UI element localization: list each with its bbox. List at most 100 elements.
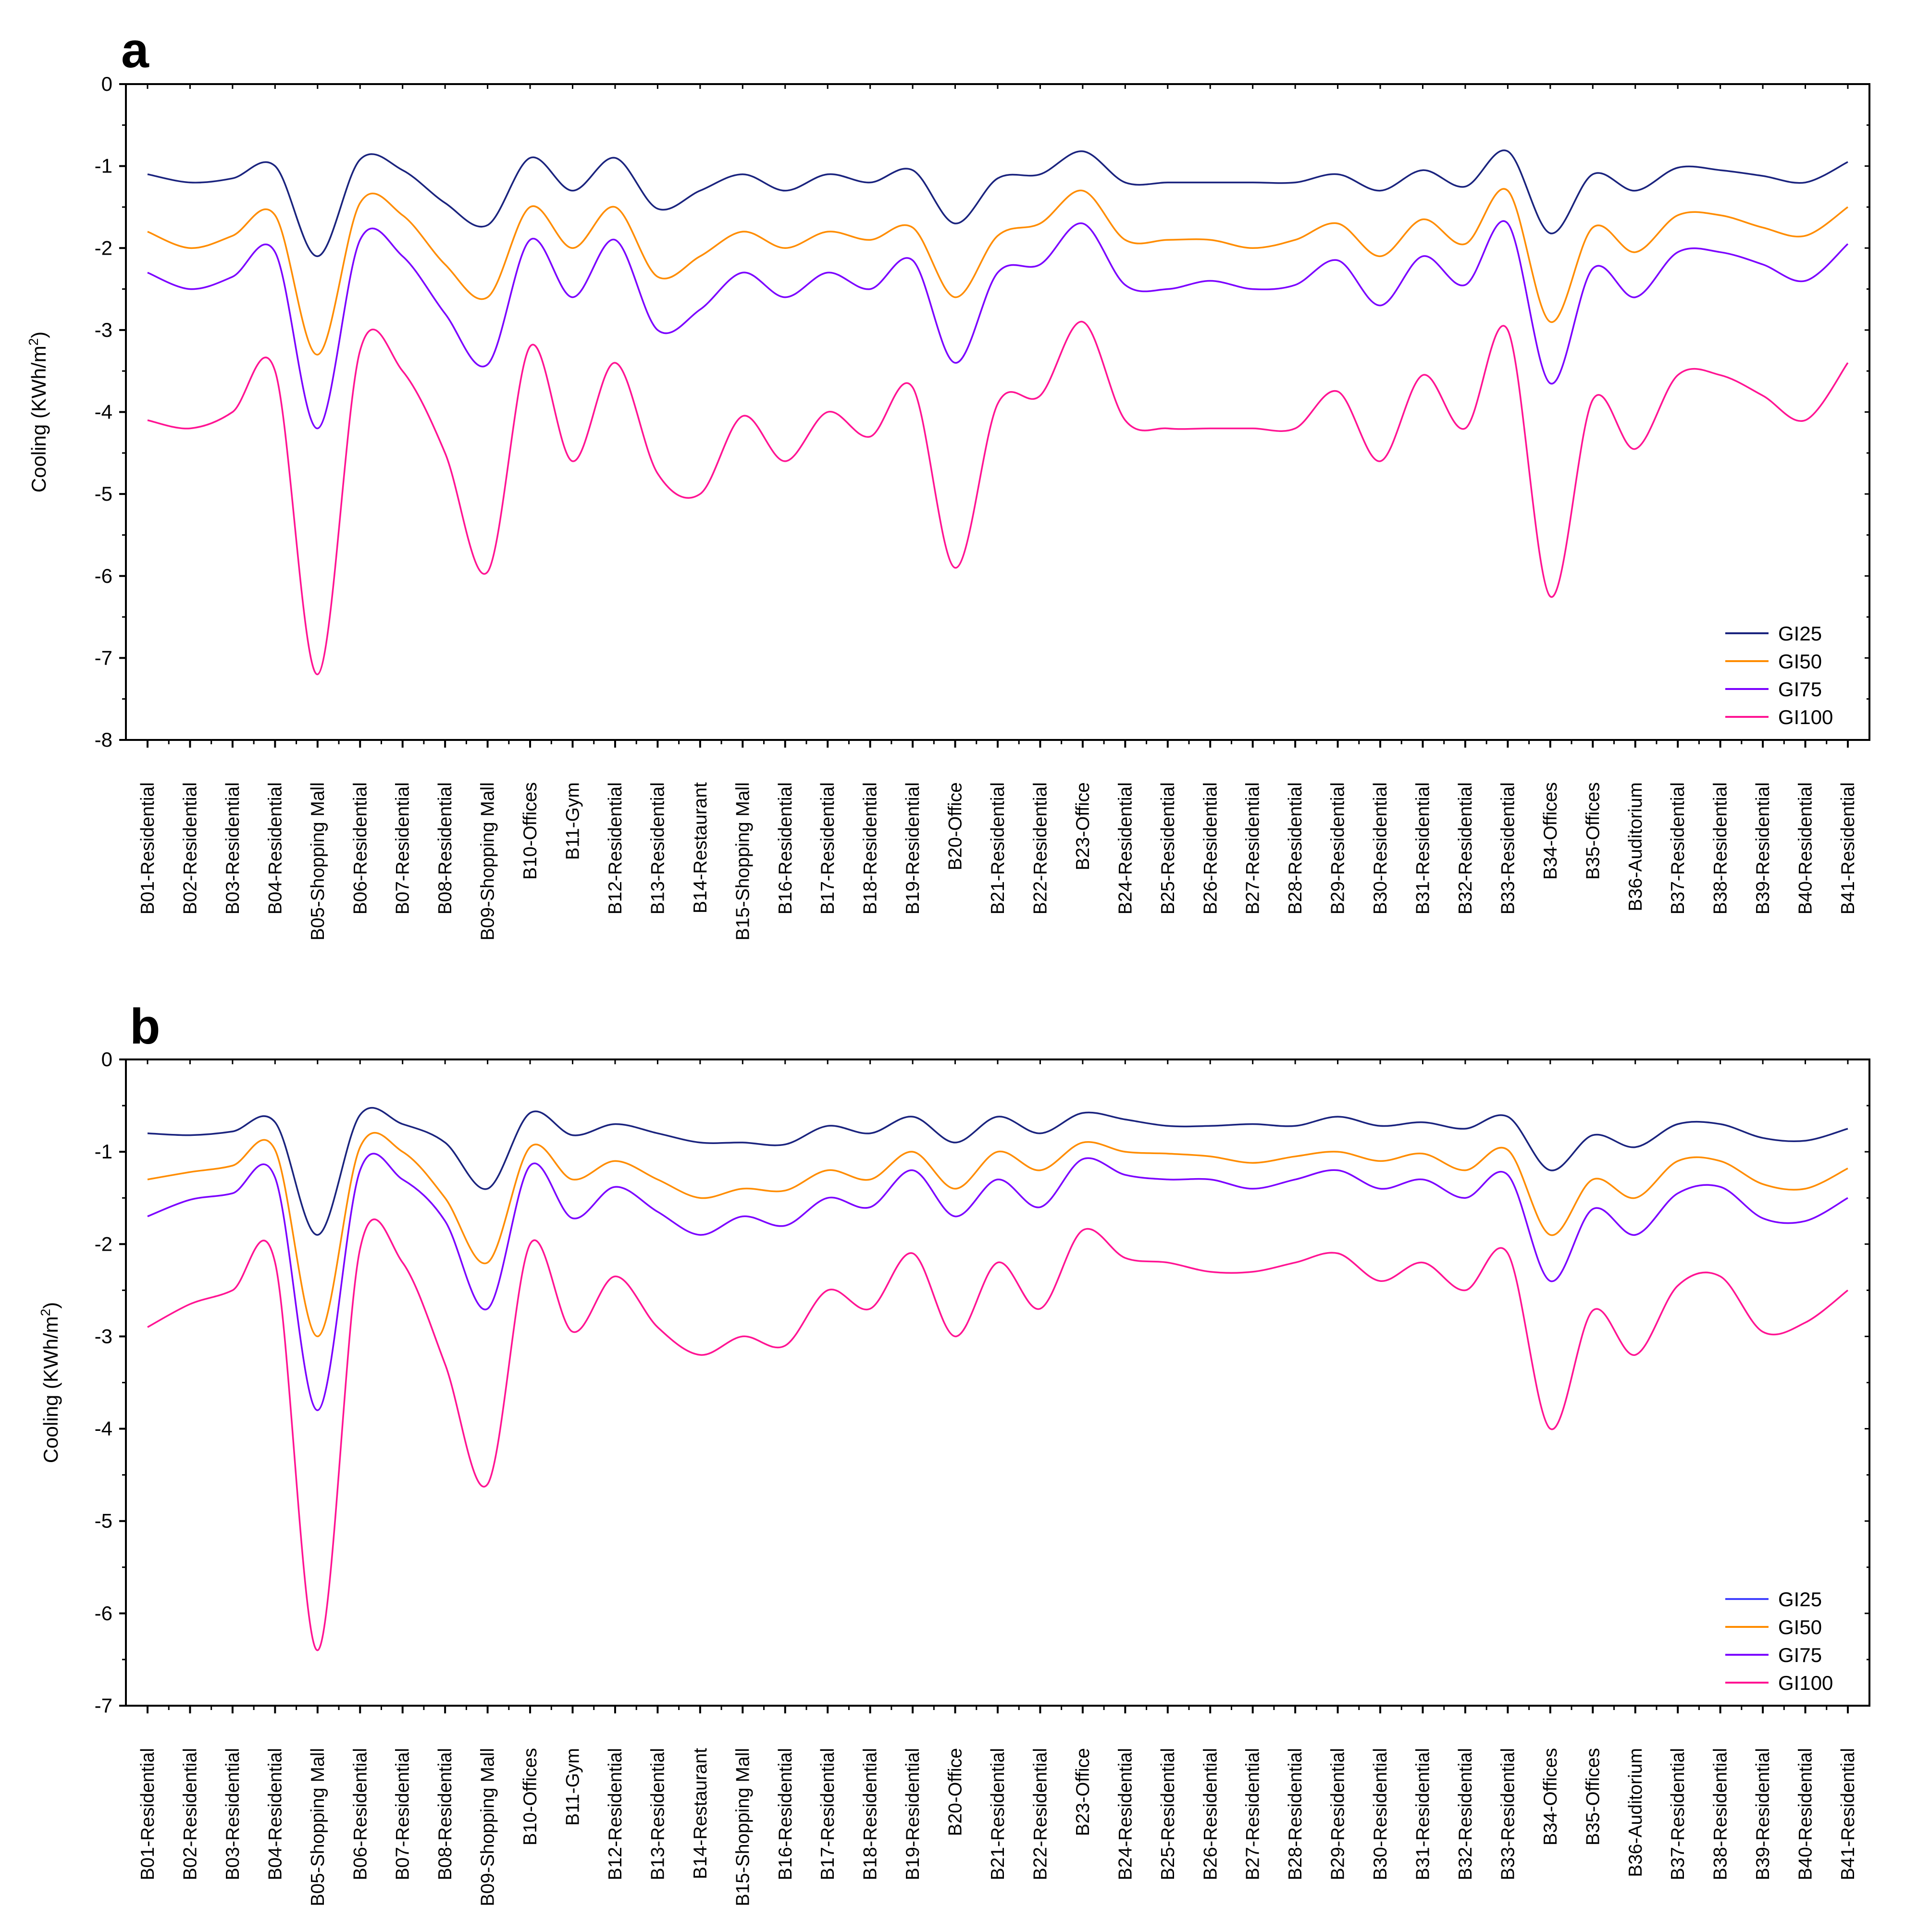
y-tick-label: -5 — [95, 482, 112, 505]
panel-label-b: b — [130, 999, 161, 1055]
x-tick-label: B23-Office — [1073, 782, 1093, 871]
x-tick-label: B23-Office — [1073, 1748, 1093, 1836]
y-axis-title-main: Cooling (KWh/m — [39, 1316, 62, 1463]
series-line-gi75 — [147, 1153, 1848, 1411]
x-tick-label: B22-Residential — [1030, 782, 1051, 914]
series-line-gi100 — [147, 321, 1849, 676]
plot-frame — [125, 83, 1870, 741]
series-line-gi25 — [147, 149, 1848, 258]
series-line-gi25 — [147, 1107, 1848, 1236]
legend-label-gi50: GI50 — [1778, 1616, 1822, 1638]
x-tick-label: B32-Residential — [1455, 782, 1476, 914]
x-tick-label: B16-Residential — [775, 1748, 796, 1880]
x-tick-label: B21-Residential — [988, 782, 1008, 914]
x-tick-label: B13-Residential — [647, 1748, 668, 1880]
x-tick-label: B37-Residential — [1668, 1748, 1688, 1880]
x-tick-label: B36-Auditorium — [1625, 1748, 1646, 1877]
x-tick-label: B24-Residential — [1115, 782, 1136, 914]
y-tick-label: -4 — [95, 401, 112, 423]
y-tick-label: 0 — [101, 1048, 112, 1071]
x-tick-label: B03-Residential — [223, 1748, 243, 1880]
series-line-gi75 — [147, 220, 1849, 430]
y-tick-label: -7 — [95, 1694, 112, 1717]
x-tick-label: B10-Offices — [520, 1748, 541, 1846]
x-tick-label: B34-Offices — [1540, 782, 1561, 880]
x-tick-label: B39-Residential — [1753, 782, 1773, 914]
legend-label-gi25: GI25 — [1778, 622, 1822, 645]
x-tick-label: B15-Shopping Mall — [732, 1748, 753, 1907]
x-tick-label: B05-Shopping Mall — [308, 1748, 328, 1907]
x-tick-label: B03-Residential — [223, 782, 243, 914]
x-tick-label: B15-Shopping Mall — [732, 782, 753, 941]
x-tick-label: B18-Residential — [860, 1748, 881, 1880]
legend-label-gi75: GI75 — [1778, 678, 1822, 701]
x-tick-label: B28-Residential — [1285, 1748, 1306, 1880]
y-tick-label: 0 — [101, 73, 112, 95]
x-tick-label: B01-Residential — [137, 782, 158, 914]
x-tick-label: B18-Residential — [860, 782, 881, 914]
x-tick-label: B16-Residential — [775, 782, 796, 914]
y-tick-label: -2 — [95, 236, 112, 259]
x-tick-label: B02-Residential — [180, 782, 200, 914]
y-axis-title: Cooling (KWh/m2) — [26, 332, 50, 492]
x-tick-label: B12-Residential — [605, 1748, 626, 1880]
y-tick-label: -1 — [95, 155, 112, 177]
y-tick-label: -6 — [95, 565, 112, 587]
x-tick-label: B38-Residential — [1710, 782, 1731, 914]
x-tick-label: B41-Residential — [1838, 782, 1858, 914]
legend-label-gi100: GI100 — [1778, 706, 1833, 728]
y-tick-label: -4 — [95, 1417, 112, 1440]
series-line-gi50 — [147, 1132, 1848, 1338]
x-tick-label: B04-Residential — [265, 1748, 285, 1880]
x-tick-label: B22-Residential — [1030, 1748, 1051, 1880]
x-tick-label: B31-Residential — [1413, 1748, 1434, 1880]
x-tick-label: B41-Residential — [1838, 1748, 1858, 1880]
x-tick-label: B35-Offices — [1583, 782, 1603, 880]
legend-label-gi50: GI50 — [1778, 650, 1822, 673]
x-tick-label: B11-Gym — [563, 1748, 583, 1826]
legend-label-gi100: GI100 — [1778, 1672, 1833, 1694]
x-tick-label: B04-Residential — [265, 782, 285, 914]
y-tick-label: -2 — [95, 1232, 112, 1255]
x-tick-label: B33-Residential — [1497, 782, 1518, 914]
x-tick-label: B06-Residential — [350, 1748, 371, 1880]
y-tick-label: -6 — [95, 1602, 112, 1624]
x-tick-label: B19-Residential — [903, 1748, 923, 1880]
y-axis-title-sup: 2 — [26, 338, 41, 346]
chart-panel-a: a0 -1 -2 -3 -4 -5 -6 -7 -8 Cooling (KWh/m2) B01-Re… — [26, 23, 1870, 941]
x-tick-label: B30-Residential — [1370, 1748, 1391, 1880]
x-tick-label: B20-Office — [945, 782, 966, 871]
x-tick-label: B08-Residential — [435, 782, 456, 914]
legend-label-gi25: GI25 — [1778, 1588, 1822, 1611]
x-tick-label: B24-Residential — [1115, 1748, 1136, 1880]
x-tick-label: B28-Residential — [1285, 782, 1306, 914]
y-tick-label: -5 — [95, 1510, 112, 1532]
x-tick-label: B27-Residential — [1243, 782, 1263, 914]
series-line-gi50 — [147, 188, 1848, 356]
x-tick-label: B08-Residential — [435, 1748, 456, 1880]
x-tick-label: B11-Gym — [563, 782, 583, 860]
x-tick-label: B14-Restaurant — [690, 1748, 711, 1879]
y-tick-label: -3 — [95, 319, 112, 341]
x-tick-label: B17-Residential — [817, 1748, 838, 1880]
x-tick-label: B02-Residential — [180, 1748, 200, 1880]
y-axis-title-sup: 2 — [38, 1309, 53, 1317]
x-tick-label: B35-Offices — [1583, 1748, 1603, 1846]
x-tick-label: B13-Residential — [647, 782, 668, 914]
x-tick-label: B25-Residential — [1158, 1748, 1178, 1880]
x-tick-label: B31-Residential — [1413, 782, 1434, 914]
x-tick-label: B09-Shopping Mall — [478, 1748, 498, 1907]
x-tick-label: B14-Restaurant — [690, 782, 711, 913]
x-tick-label: B09-Shopping Mall — [478, 782, 498, 941]
plot-frame — [125, 1058, 1870, 1707]
y-tick-label: -3 — [95, 1325, 112, 1347]
x-tick-label: B34-Offices — [1540, 1748, 1561, 1846]
x-tick-label: B17-Residential — [817, 782, 838, 914]
y-axis-title: Cooling (KWh/m2) — [38, 1302, 62, 1463]
x-tick-label: B19-Residential — [903, 782, 923, 914]
x-tick-label: B20-Office — [945, 1748, 966, 1836]
x-tick-label: B26-Residential — [1200, 1748, 1221, 1880]
y-tick-label: -8 — [95, 728, 112, 751]
